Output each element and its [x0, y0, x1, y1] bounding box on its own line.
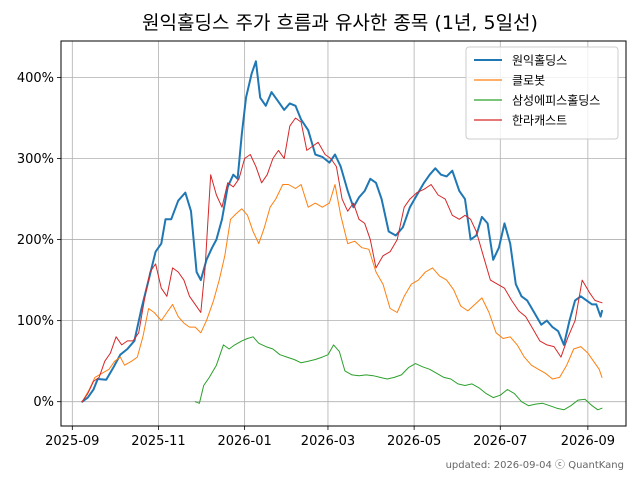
- x-tick-label: 2026-05: [387, 434, 441, 449]
- series-line-1: [81, 60, 603, 403]
- axes: 2025-09 2025-11 2026-01 2026-03 2026-05 2026-…: [17, 71, 615, 449]
- x-tick-label: 2026-07: [473, 434, 527, 449]
- legend-box: [465, 46, 619, 140]
- x-tick-label: 2026-01: [217, 434, 271, 449]
- footer-credit: updated: 2026-09-04 ⓒ QuantKang: [446, 459, 624, 471]
- legend-label-2: 클로봇: [512, 74, 545, 88]
- x-tick-label: 2025-11: [131, 434, 185, 449]
- series-line-3: [194, 336, 603, 411]
- legend-label-1: 원익홀딩스: [512, 54, 567, 68]
- y-tick-label: 400%: [17, 71, 54, 86]
- y-tick-label: 200%: [17, 233, 54, 248]
- x-tick-label: 2026-03: [301, 434, 355, 449]
- y-tick-label: 0%: [33, 395, 54, 410]
- x-tick-label: 2026-09: [561, 434, 615, 449]
- y-tick-label: 300%: [17, 152, 54, 167]
- y-tick-label: 100%: [17, 314, 54, 329]
- legend-label-3: 삼성에피스홀딩스: [512, 94, 600, 108]
- legend-label-4: 한라캐스트: [512, 114, 567, 128]
- series-layer: [81, 60, 603, 411]
- x-tick-label: 2025-09: [45, 434, 99, 449]
- series-line-2: [81, 184, 603, 403]
- series-line-4: [81, 117, 603, 403]
- chart-title: 원익홀딩스 주가 흐름과 유사한 종목 (1년, 5일선): [142, 12, 538, 34]
- plot-frame: [60, 40, 627, 427]
